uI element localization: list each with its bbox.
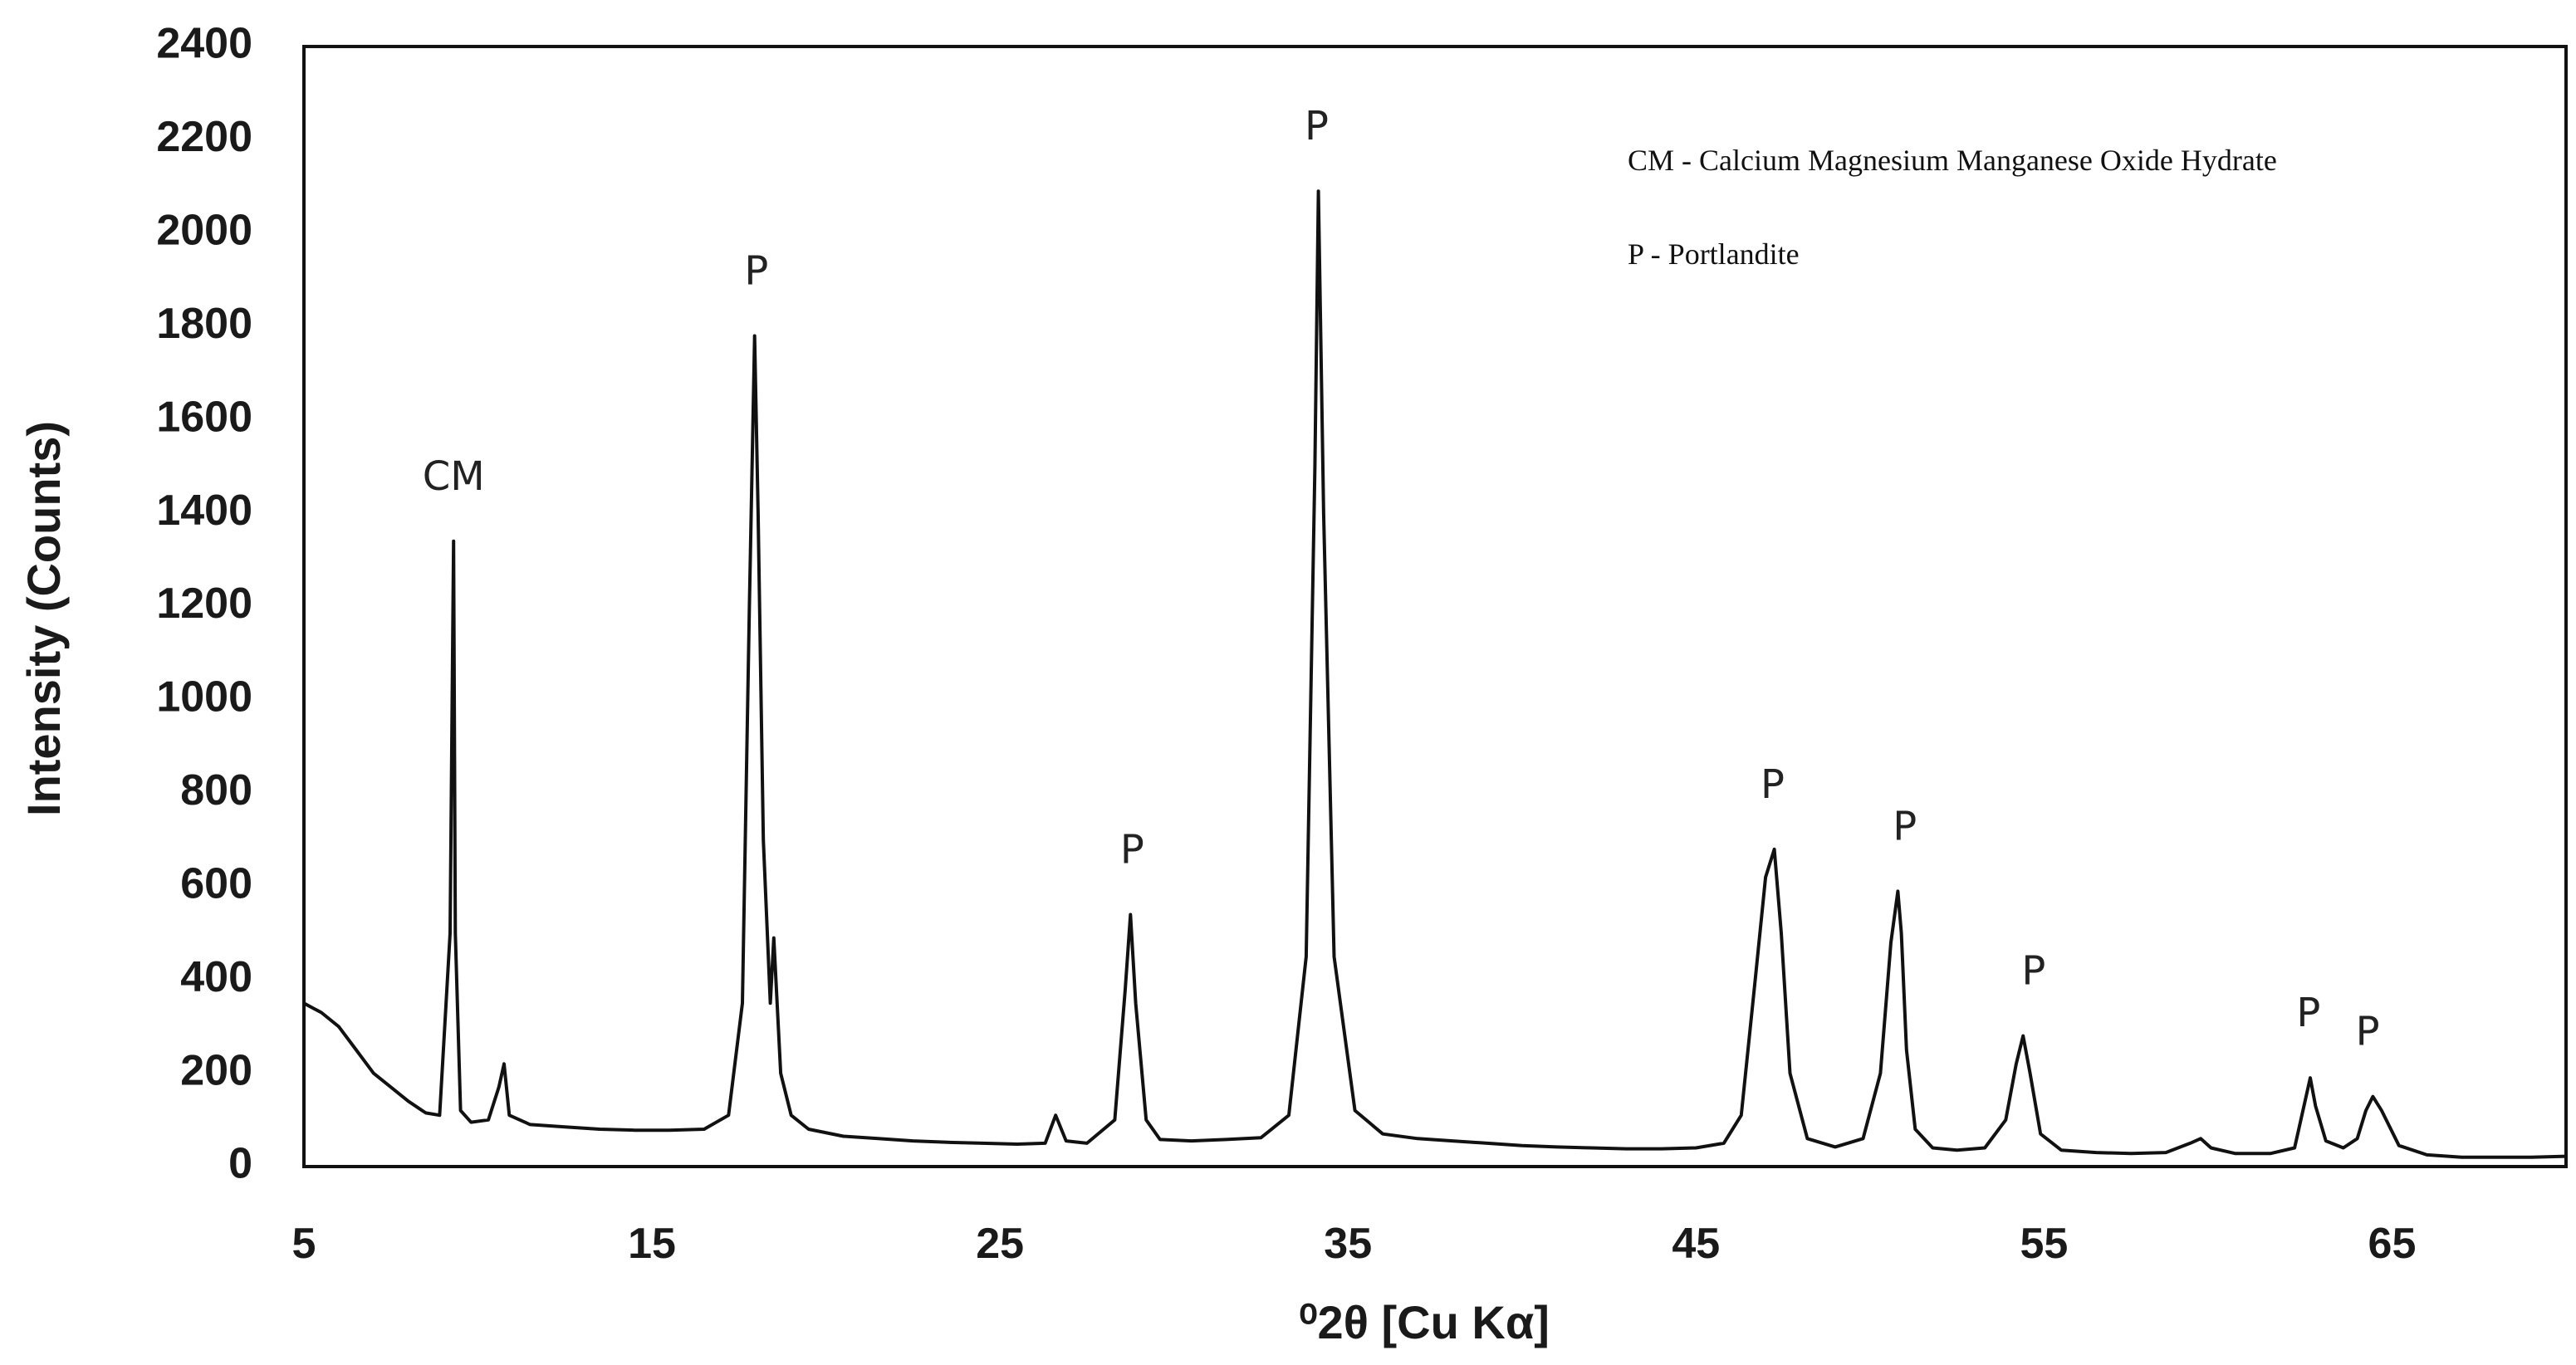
y-tick-label: 2200 <box>156 113 252 161</box>
peak-label: P <box>1761 761 1785 808</box>
y-tick-label: 1600 <box>156 393 252 441</box>
y-axis-ticks: 0 200 400 600 800 1000 1200 1400 1600 1800 2000 220… <box>156 20 252 1188</box>
y-tick-label: 600 <box>180 859 252 908</box>
x-axis-title: ⁰2θ [Cu Kα] <box>1299 1296 1550 1348</box>
peak-label: P <box>2356 1009 2380 1055</box>
y-tick-label: 1400 <box>156 487 252 535</box>
legend-entry-cm: CM - Calcium Magnesium Manganese Oxide H… <box>1628 144 2277 177</box>
x-tick-label: 55 <box>2020 1220 2068 1268</box>
peak-label: P <box>1893 803 1917 849</box>
y-tick-label: 1000 <box>156 673 252 722</box>
peak-label: P <box>2296 990 2320 1036</box>
x-tick-label: 25 <box>976 1220 1024 1268</box>
x-tick-label: 65 <box>2368 1220 2417 1268</box>
peak-label: CM <box>423 453 485 500</box>
y-tick-label: 1200 <box>156 580 252 628</box>
x-tick-label: 35 <box>1324 1220 1372 1268</box>
peak-label: P <box>1120 826 1144 873</box>
y-tick-label: 0 <box>228 1140 252 1188</box>
diffraction-pattern-line <box>303 189 2567 1159</box>
peak-label: P <box>1305 103 1329 149</box>
legend-entry-p: P - Portlandite <box>1628 237 1800 271</box>
x-axis-ticks: 5 15 25 35 45 55 65 <box>292 1220 2417 1268</box>
x-tick-label: 45 <box>1672 1220 1720 1268</box>
peak-label: P <box>2021 948 2045 995</box>
y-tick-label: 400 <box>180 953 252 1001</box>
x-tick-label: 5 <box>292 1220 316 1268</box>
y-tick-label: 1800 <box>156 300 252 348</box>
y-tick-label: 2000 <box>156 207 252 255</box>
x-tick-label: 15 <box>628 1220 676 1268</box>
plot-frame <box>302 45 2568 1168</box>
y-tick-label: 2400 <box>156 20 252 68</box>
peak-label: P <box>744 247 768 294</box>
y-axis-title: Intensity (Counts) <box>17 421 70 816</box>
y-tick-label: 800 <box>180 766 252 815</box>
y-tick-label: 200 <box>180 1046 252 1094</box>
